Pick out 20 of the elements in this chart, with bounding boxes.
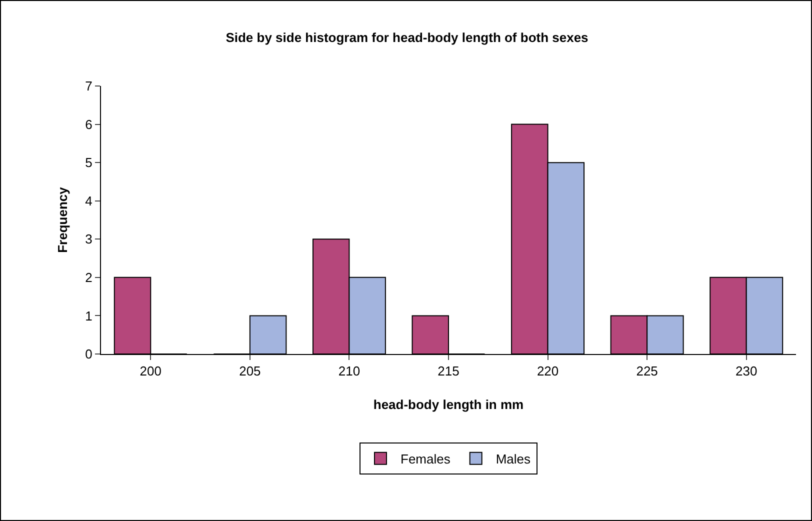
y-tick-label: 6 — [85, 116, 92, 132]
legend-label: Females — [400, 451, 451, 466]
y-tick-label: 5 — [85, 155, 92, 170]
x-tick-label: 200 — [140, 364, 162, 379]
x-tick-label: 225 — [636, 364, 658, 379]
x-axis-title: head-body length in mm — [373, 397, 524, 412]
y-tick-label: 2 — [85, 270, 92, 285]
chart-title: Side by side histogram for head-body length of both sexes — [226, 30, 588, 46]
y-tick-label: 1 — [85, 308, 92, 324]
y-tick-label: 7 — [85, 78, 92, 94]
legend-label: Males — [496, 451, 532, 466]
y-axis-title: Frequency — [55, 186, 70, 253]
x-tick-label: 205 — [239, 364, 261, 379]
x-tick-label: 230 — [736, 364, 758, 379]
y-tick-label: 3 — [85, 232, 92, 247]
x-tick-label: 215 — [438, 364, 460, 379]
y-tick-label: 0 — [85, 346, 92, 362]
x-tick-label: 220 — [536, 364, 559, 379]
x-tick-label: 210 — [338, 364, 360, 379]
y-tick-label: 4 — [85, 193, 92, 208]
